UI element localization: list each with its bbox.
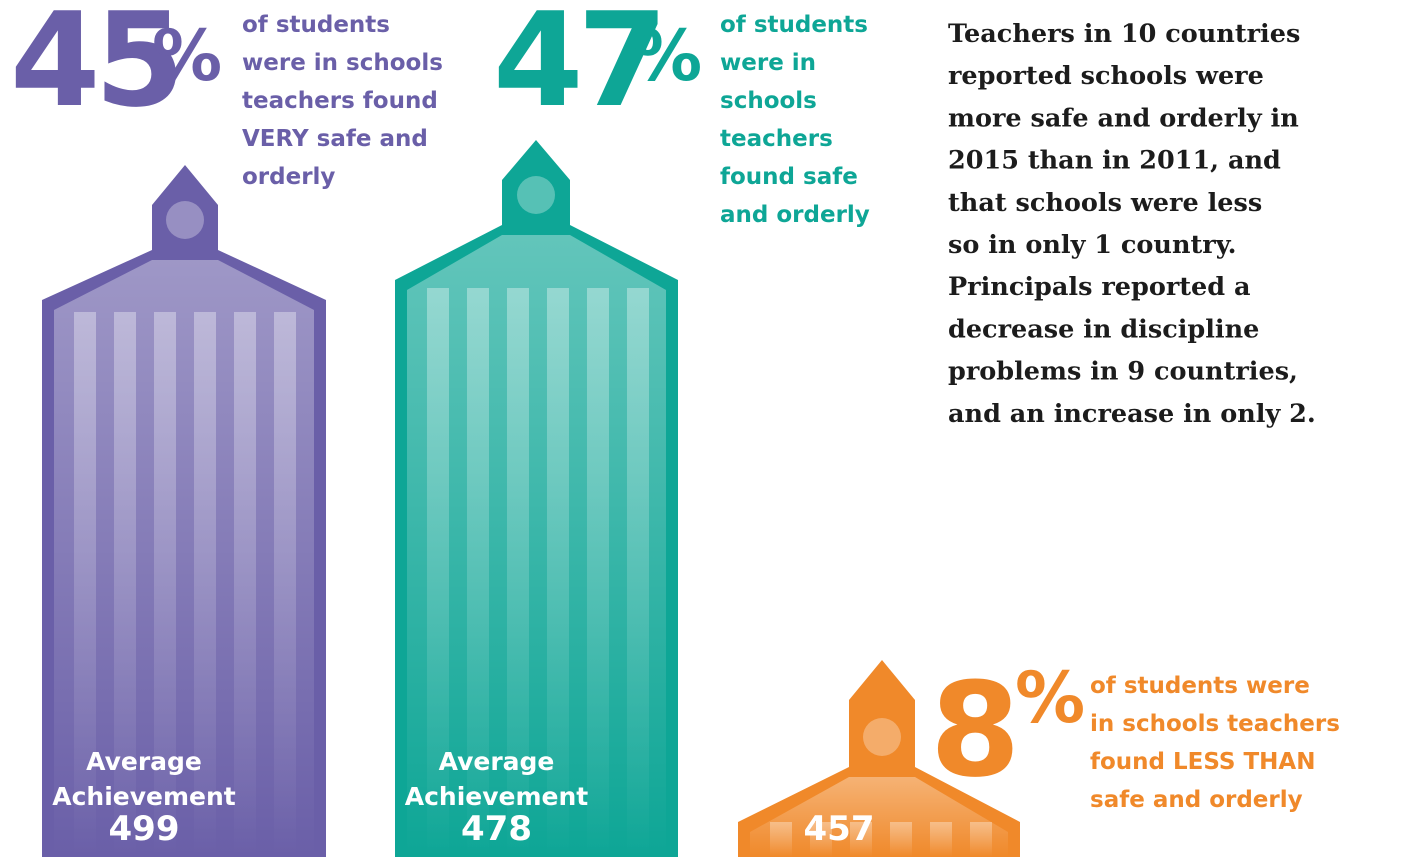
score: 499 (109, 809, 180, 849)
column (587, 288, 609, 857)
column (970, 822, 992, 857)
caption-line: schools (720, 88, 817, 114)
note-line: decrease in discipline (948, 314, 1259, 344)
caption-line: in schools teachers (1090, 711, 1340, 737)
score: 457 (804, 809, 875, 849)
column (234, 312, 256, 857)
percent-sign: % (152, 15, 222, 97)
note-line: Teachers in 10 countries (948, 19, 1300, 49)
note-line: reported schools were (948, 61, 1264, 91)
achievement-label: Average (86, 747, 202, 776)
column (274, 312, 296, 857)
note-line: Principals reported a (948, 272, 1251, 302)
big-percent: 8 (930, 654, 1014, 806)
tower-window (517, 176, 555, 214)
column (930, 822, 952, 857)
column (770, 822, 792, 857)
achievement-label: Average (439, 747, 555, 776)
caption-line: VERY safe and (242, 126, 428, 152)
achievement-label: Achievement (52, 782, 236, 811)
achievement-label: Achievement (405, 782, 589, 811)
note-line: 2015 than in 2011, and (948, 146, 1281, 176)
infographic: 45%of studentswere in schoolsteachers fo… (0, 0, 1414, 857)
percent-sign: % (1015, 657, 1085, 739)
percent-sign: % (632, 15, 702, 97)
note-line: and an increase in only 2. (948, 399, 1316, 429)
caption-line: and orderly (720, 202, 870, 228)
column (890, 822, 912, 857)
caption-line: were in schools (242, 50, 443, 76)
caption-line: were in (720, 50, 816, 76)
note-line: problems in 9 countries, (948, 357, 1298, 387)
note-line: so in only 1 country. (948, 230, 1237, 260)
tower-window (166, 201, 204, 239)
caption-line: of students were (1090, 673, 1310, 699)
caption-line: orderly (242, 164, 335, 190)
caption-line: found safe (720, 164, 858, 190)
caption-line: teachers (720, 126, 833, 152)
note-line: that schools were less (948, 188, 1262, 218)
tower-window (863, 718, 901, 756)
caption-line: found LESS THAN (1090, 749, 1316, 775)
caption-line: safe and orderly (1090, 787, 1303, 813)
note-line: more safe and orderly in (948, 103, 1299, 133)
score: 478 (461, 809, 532, 849)
caption-line: of students (242, 12, 390, 38)
caption-line: teachers found (242, 88, 438, 114)
caption-line: of students (720, 12, 868, 38)
column (627, 288, 649, 857)
